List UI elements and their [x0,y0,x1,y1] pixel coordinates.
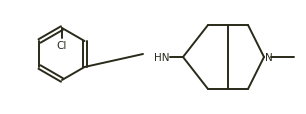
Text: HN: HN [154,53,170,62]
Text: Cl: Cl [57,41,67,51]
Text: N: N [265,53,273,62]
